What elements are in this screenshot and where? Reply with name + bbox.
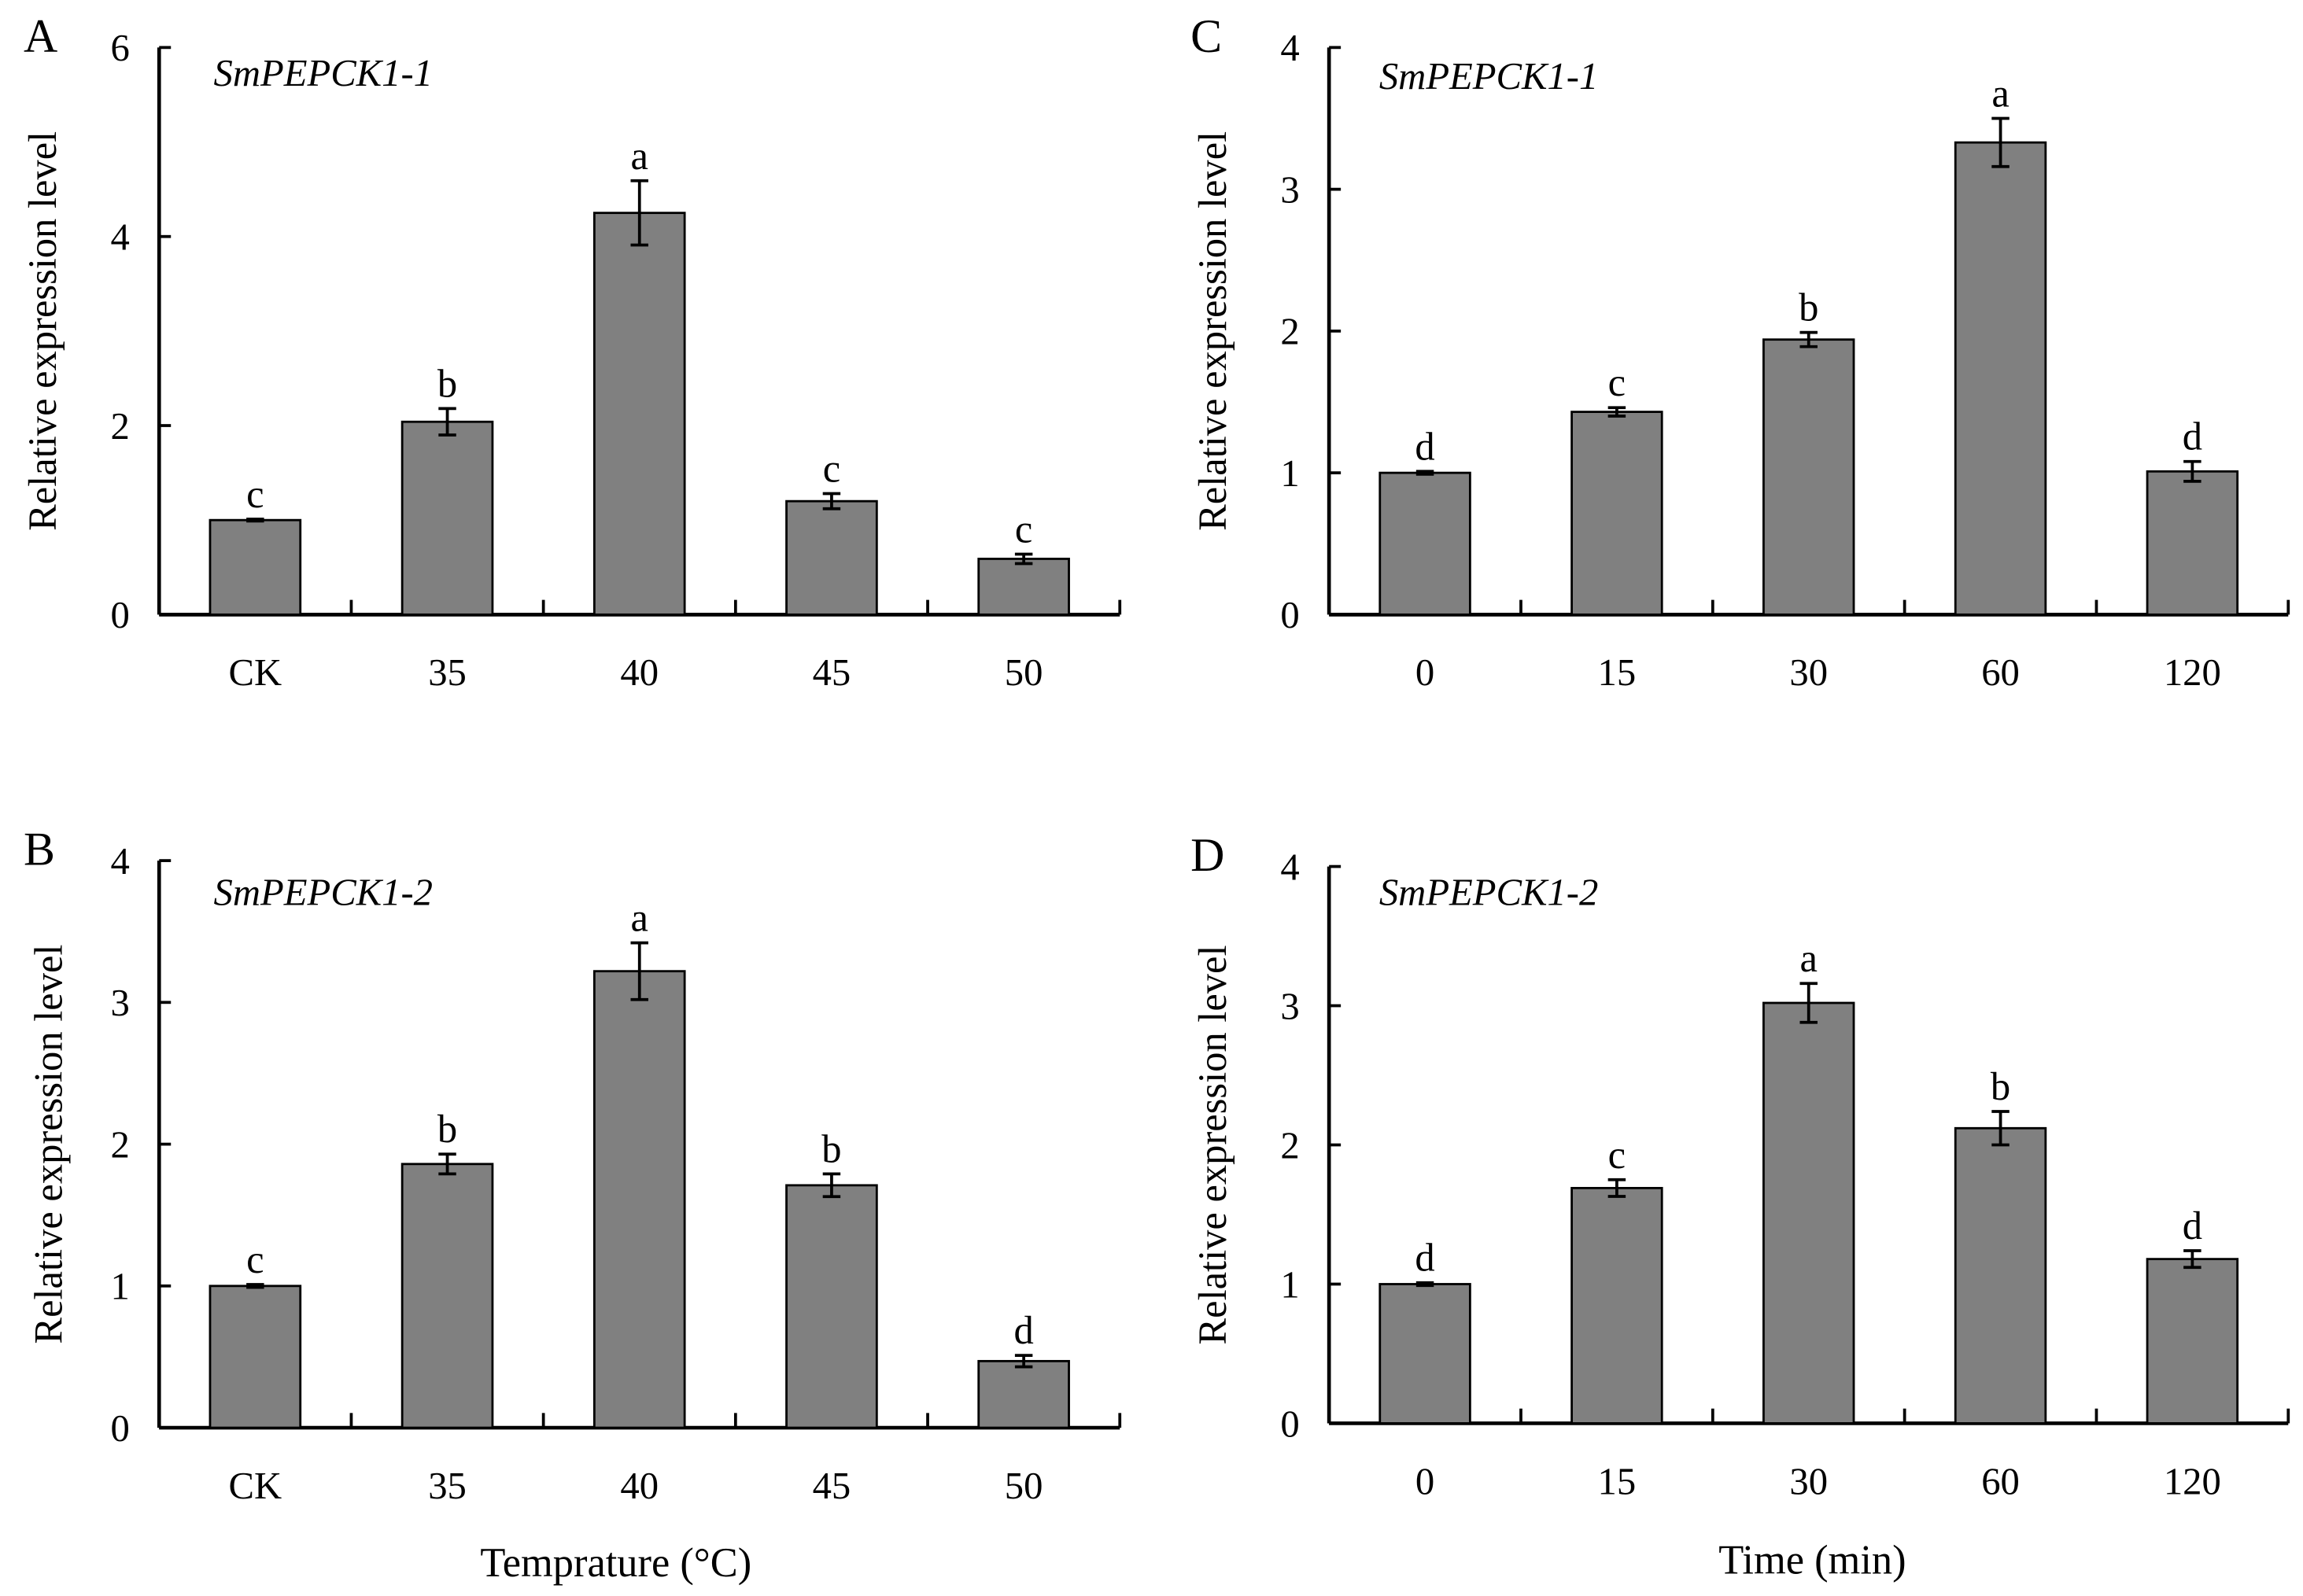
- significance-letter: b: [437, 361, 457, 405]
- gene-label: SmPEPCK1-1: [1379, 55, 1599, 98]
- x-tick-label: 120: [2164, 1460, 2221, 1502]
- significance-letter: b: [821, 1126, 841, 1170]
- y-tick-label: 0: [1280, 594, 1299, 636]
- bar-35: [400, 420, 494, 616]
- x-axis-title-temperature: Temprature (°C): [480, 1540, 751, 1586]
- x-tick-label: CK: [229, 1465, 282, 1507]
- panel-label: A: [24, 10, 57, 62]
- y-tick-label: 6: [110, 27, 129, 69]
- x-tick-label: 0: [1415, 1460, 1434, 1502]
- x-tick-label: 60: [1981, 651, 2020, 694]
- significance-letter: d: [1415, 1236, 1434, 1280]
- significance-letter: c: [823, 447, 840, 491]
- y-tick-label: 3: [1280, 168, 1299, 211]
- gene-label: SmPEPCK1-1: [214, 52, 434, 94]
- y-tick-label: 4: [110, 840, 129, 883]
- bar-40: [592, 212, 686, 616]
- x-tick-label: 35: [428, 1465, 467, 1507]
- y-tick-label: 1: [1280, 1263, 1299, 1306]
- panel-C: 0 1 2 3 4 d 0 c 15 b 30 a 60 d 120 C SmPEPCK1-1 Relative …: [1190, 10, 2290, 694]
- y-axis-title: Relative expression level: [1190, 131, 1235, 531]
- x-tick-label: CK: [229, 651, 282, 694]
- significance-letter: a: [1799, 936, 1817, 980]
- bar-30: [1762, 1001, 1855, 1425]
- x-tick-label: 40: [620, 1465, 659, 1507]
- y-tick-label: 2: [1280, 1124, 1299, 1167]
- bar-60: [1954, 141, 2047, 616]
- significance-letter: b: [437, 1107, 457, 1151]
- significance-letter: d: [2183, 415, 2202, 459]
- y-tick-label: 4: [1280, 846, 1299, 888]
- y-tick-label: 2: [110, 1123, 129, 1166]
- y-axis-title: Relative expression level: [1190, 945, 1235, 1344]
- panel-label: C: [1190, 10, 1222, 62]
- x-tick-label: 35: [428, 651, 467, 694]
- significance-letter: b: [1799, 286, 1818, 330]
- gene-label: SmPEPCK1-2: [214, 871, 434, 913]
- bar-60: [1954, 1126, 2047, 1425]
- bar-50: [977, 558, 1070, 616]
- bar-0: [1378, 471, 1471, 616]
- gene-label: SmPEPCK1-2: [1379, 871, 1599, 913]
- significance-letter: a: [1991, 72, 2009, 116]
- y-tick-label: 4: [110, 216, 129, 259]
- panel-B: 0 1 2 3 4 c CK b 35 a 40 b 45 d 50 B SmPEPCK1-2 Relative …: [24, 824, 1122, 1507]
- bar-45: [785, 1184, 878, 1429]
- y-tick-label: 2: [1280, 311, 1299, 353]
- bar-CK: [209, 518, 302, 616]
- x-tick-label: 60: [1981, 1460, 2020, 1502]
- x-tick-label: 0: [1415, 651, 1434, 694]
- bar-120: [2146, 1258, 2239, 1425]
- y-tick-label: 1: [1280, 452, 1299, 495]
- significance-letter: c: [246, 1237, 264, 1281]
- y-tick-label: 3: [110, 982, 129, 1024]
- y-tick-label: 0: [110, 594, 129, 636]
- significance-letter: d: [2183, 1203, 2202, 1248]
- bar-50: [977, 1359, 1070, 1429]
- significance-letter: c: [1608, 360, 1626, 404]
- x-tick-label: 50: [1005, 651, 1043, 694]
- bar-0: [1378, 1283, 1471, 1425]
- y-tick-label: 4: [1280, 27, 1299, 69]
- x-axis-title-time: Time (min): [1718, 1537, 1906, 1583]
- x-tick-label: 45: [813, 1465, 851, 1507]
- bar-30: [1762, 338, 1855, 616]
- y-tick-label: 0: [110, 1407, 129, 1450]
- significance-letter: c: [1608, 1133, 1626, 1177]
- significance-letter: d: [1415, 424, 1434, 468]
- bar-CK: [209, 1285, 302, 1429]
- significance-letter: a: [631, 896, 648, 940]
- significance-letter: c: [1015, 507, 1032, 551]
- x-tick-label: 30: [1789, 651, 1828, 694]
- significance-letter: a: [631, 134, 648, 178]
- panel-A: 0 2 4 6 c CK b 35 a 40 c 45 c 50 A SmPEPCK1-1 Relative e…: [20, 10, 1122, 694]
- bar-35: [400, 1163, 494, 1429]
- x-tick-label: 15: [1598, 651, 1637, 694]
- significance-letter: b: [1991, 1064, 2010, 1108]
- bar-15: [1570, 411, 1663, 616]
- panel-label: D: [1190, 829, 1224, 881]
- x-tick-label: 50: [1005, 1465, 1043, 1507]
- panel-label: B: [24, 824, 55, 875]
- x-tick-label: 15: [1598, 1460, 1637, 1502]
- x-tick-label: 120: [2164, 651, 2221, 694]
- bar-15: [1570, 1186, 1663, 1425]
- x-tick-label: 40: [620, 651, 659, 694]
- significance-letter: c: [246, 472, 264, 516]
- bar-120: [2146, 470, 2239, 616]
- bar-40: [592, 970, 686, 1429]
- x-tick-label: 45: [813, 651, 851, 694]
- y-tick-label: 3: [1280, 985, 1299, 1027]
- y-axis-title: Relative expression level: [27, 945, 71, 1344]
- y-axis-title: Relative expression level: [20, 131, 65, 531]
- y-tick-label: 2: [110, 405, 129, 448]
- y-tick-label: 0: [1280, 1402, 1299, 1445]
- significance-letter: d: [1013, 1308, 1033, 1352]
- y-tick-label: 1: [110, 1266, 129, 1308]
- panel-D: 0 1 2 3 4 d 0 c 15 a 30 b 60 d 120 D SmPEPCK1-2 Relative …: [1190, 829, 2290, 1502]
- x-tick-label: 30: [1789, 1460, 1828, 1502]
- bar-45: [785, 499, 878, 616]
